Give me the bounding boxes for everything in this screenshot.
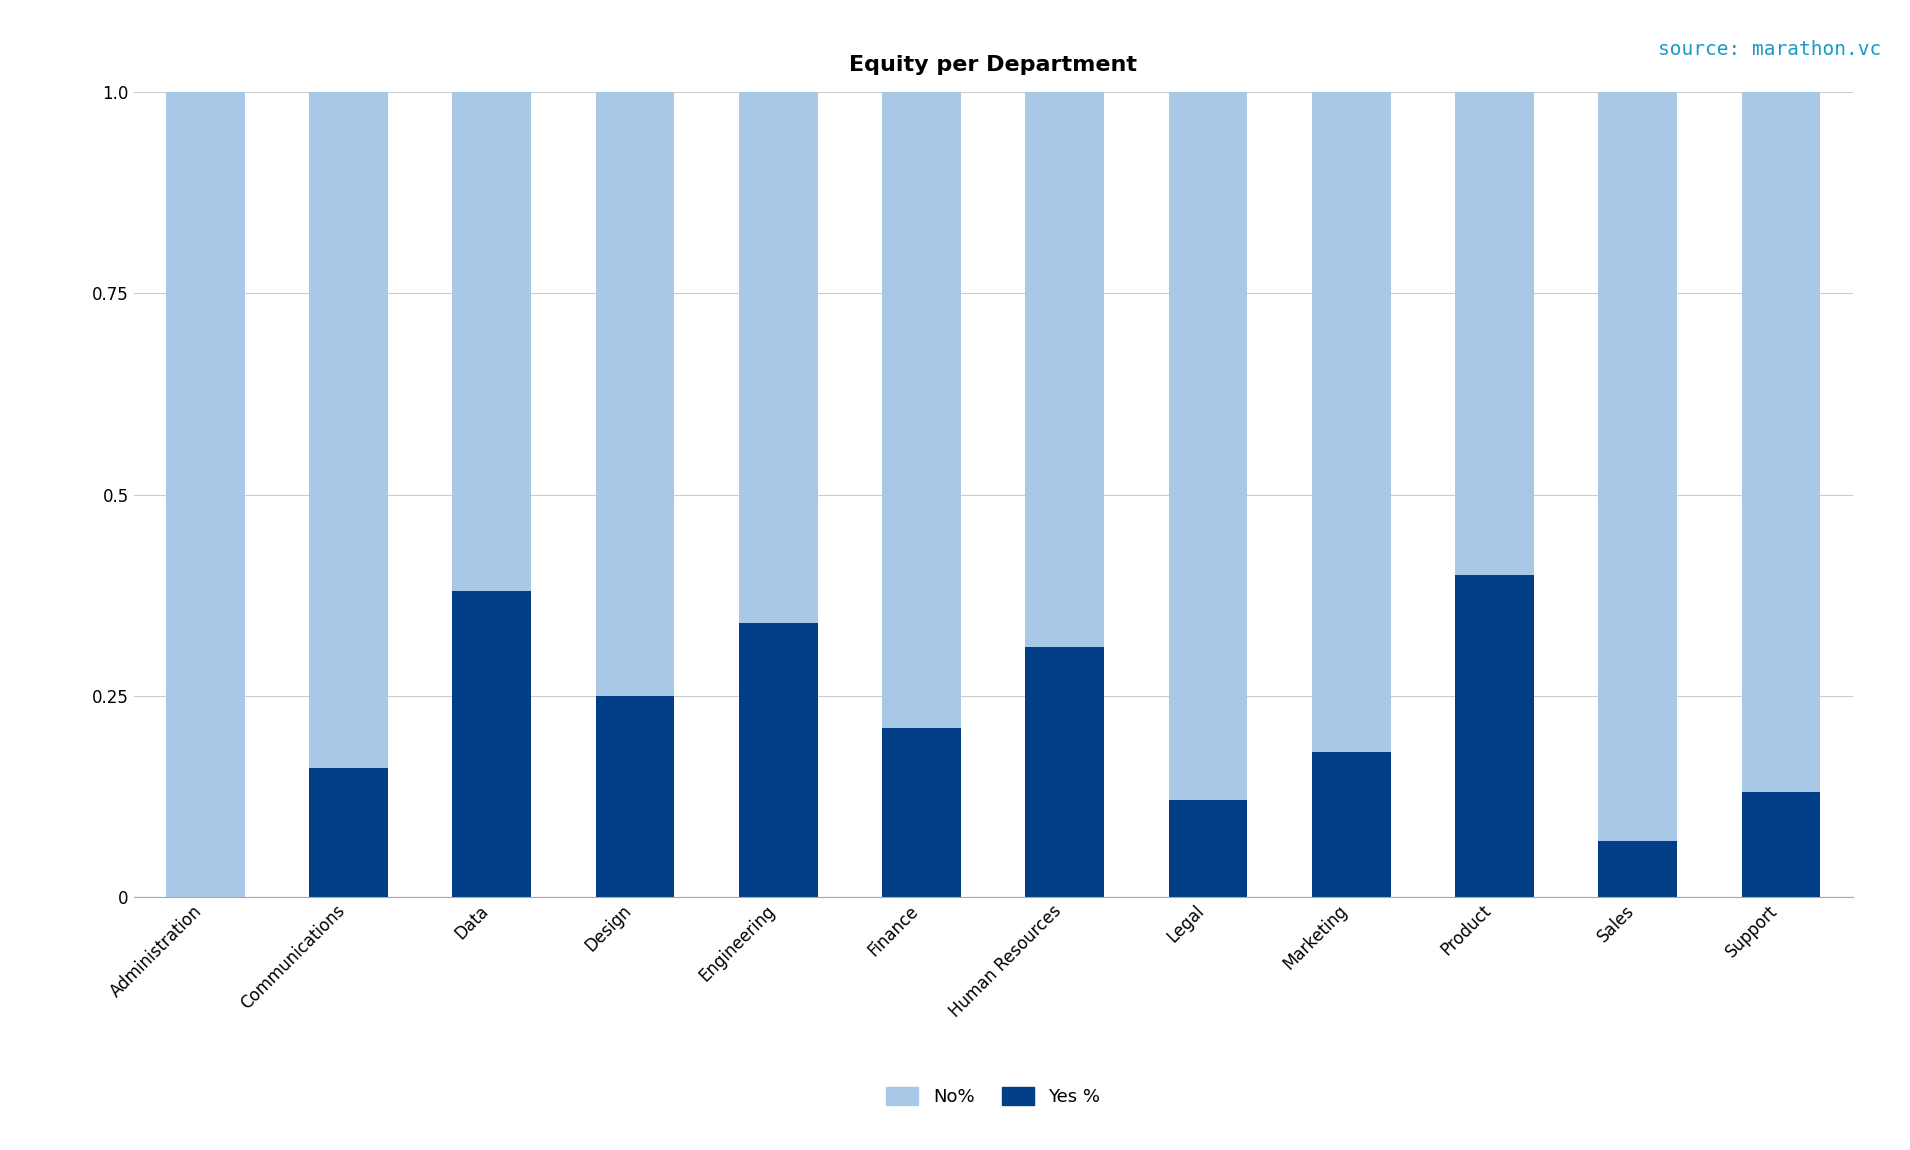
- Bar: [1599, 92, 1677, 841]
- Bar: [309, 768, 388, 897]
- Bar: [166, 92, 244, 897]
- Bar: [1312, 752, 1390, 897]
- Bar: [1169, 92, 1247, 800]
- Bar: [1742, 792, 1820, 897]
- Title: Equity per Department: Equity per Department: [850, 55, 1136, 75]
- Bar: [1026, 647, 1104, 897]
- Text: source: marathon.vc: source: marathon.vc: [1658, 40, 1881, 60]
- Bar: [739, 623, 817, 897]
- Bar: [739, 92, 817, 623]
- Bar: [453, 591, 531, 897]
- Bar: [453, 92, 531, 591]
- Bar: [1455, 92, 1534, 575]
- Bar: [1742, 92, 1820, 792]
- Bar: [882, 728, 961, 897]
- Legend: No%, Yes %: No%, Yes %: [879, 1080, 1108, 1113]
- Bar: [1312, 92, 1390, 752]
- Bar: [309, 92, 388, 768]
- Bar: [596, 696, 674, 897]
- Bar: [1455, 575, 1534, 897]
- Bar: [882, 92, 961, 728]
- Bar: [1026, 92, 1104, 647]
- Bar: [1599, 841, 1677, 897]
- Bar: [596, 92, 674, 696]
- Bar: [1169, 800, 1247, 897]
